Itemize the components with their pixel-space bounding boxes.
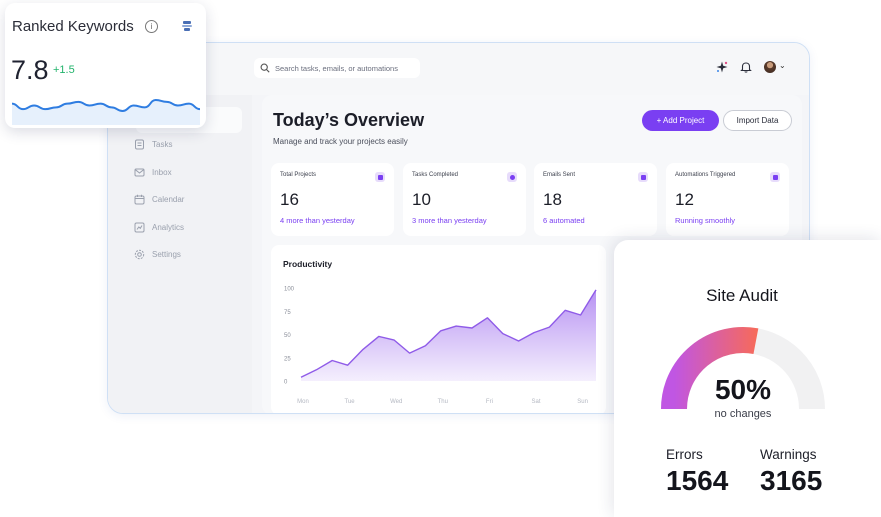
x-tick-label: Fri xyxy=(486,399,493,405)
bell-icon[interactable] xyxy=(739,60,753,74)
stat-label: Total Projects xyxy=(280,172,317,178)
y-tick-label: 100 xyxy=(284,287,295,293)
info-icon[interactable]: i xyxy=(145,20,158,33)
calendar-icon xyxy=(134,194,145,205)
stat-note: 4 more than yesterday xyxy=(280,216,355,225)
analytics-icon xyxy=(134,222,145,233)
top-bar: Search tasks, emails, or automations ⌄ xyxy=(108,43,809,95)
sparkline-area xyxy=(12,100,200,125)
y-tick-label: 0 xyxy=(284,380,288,386)
sidebar-item-calendar[interactable]: Calendar xyxy=(134,194,184,205)
x-tick-label: Sun xyxy=(577,399,588,405)
x-tick-label: Sat xyxy=(532,399,541,405)
stat-card-automations-triggered: Automations Triggered 12 Running smoothl… xyxy=(666,163,789,236)
automation-icon xyxy=(770,172,780,182)
stat-value: 10 xyxy=(412,190,431,209)
productivity-chart: 0 25 50 75 100 Mon Tue Wed Thu Fri Sat Sun xyxy=(284,287,597,405)
stat-value: 18 xyxy=(543,190,562,209)
stat-card-emails-sent: Emails Sent 18 6 automated xyxy=(534,163,657,236)
stat-label: Emails Sent xyxy=(543,172,576,178)
stat-note: 6 automated xyxy=(543,216,585,225)
search-input[interactable]: Search tasks, emails, or automations xyxy=(254,58,420,78)
page-title: Today’s Overview xyxy=(273,110,425,130)
warnings-value: 3165 xyxy=(760,465,823,496)
sidebar-item-analytics[interactable]: Analytics xyxy=(134,222,184,233)
ranked-keywords-sparkline xyxy=(12,98,200,125)
stat-label: Automations Triggered xyxy=(675,172,736,178)
stat-note: 3 more than yesterday xyxy=(412,216,487,225)
chart-title: Productivity xyxy=(283,259,333,269)
gauge-fill xyxy=(661,326,759,410)
tasks-icon xyxy=(135,139,144,150)
folder-icon xyxy=(375,172,385,182)
x-tick-label: Mon xyxy=(297,399,309,405)
errors-label: Errors xyxy=(666,447,703,462)
keyword-tool-icon[interactable] xyxy=(180,19,194,33)
import-data-button[interactable]: Import Data xyxy=(723,110,792,131)
ranked-keywords-title: Ranked Keywords xyxy=(12,18,134,35)
sidebar-item-settings[interactable]: Settings xyxy=(134,249,181,260)
x-tick-label: Thu xyxy=(438,399,448,405)
stat-value: 12 xyxy=(675,190,694,209)
search-icon xyxy=(260,63,270,73)
site-audit-card: Site Audit 50% no changes Errors 1564 Wa… xyxy=(614,240,881,517)
y-tick-label: 50 xyxy=(284,333,291,339)
stat-note: Running smoothly xyxy=(675,216,736,225)
warnings-label: Warnings xyxy=(760,447,817,462)
sidebar-item-label: Inbox xyxy=(152,168,172,177)
ranked-keywords-value: 7.8 xyxy=(11,55,49,85)
avatar[interactable] xyxy=(764,61,776,73)
errors-value: 1564 xyxy=(666,465,729,496)
productivity-line xyxy=(300,289,597,378)
page-subtitle: Manage and track your projects easily xyxy=(273,137,408,146)
sidebar-item-label: Analytics xyxy=(152,223,185,232)
ranked-keywords-card: Ranked Keywords i 7.8 +1.5 xyxy=(5,3,206,128)
productivity-chart-card: Productivity 0 25 50 75 100 Mon Tue Wed Thu Fri Sa… xyxy=(271,245,606,413)
site-audit-gauge xyxy=(661,326,825,410)
mail-icon xyxy=(638,172,648,182)
sidebar-item-label: Tasks xyxy=(152,140,173,149)
chevron-down-icon[interactable]: ⌄ xyxy=(779,61,786,70)
stat-label: Tasks Completed xyxy=(412,172,459,178)
productivity-area xyxy=(301,289,596,381)
sparkle-icon[interactable] xyxy=(715,60,729,74)
y-tick-label: 75 xyxy=(284,310,291,316)
check-circle-icon xyxy=(507,172,517,182)
site-audit-status: no changes xyxy=(714,408,772,420)
sidebar-item-label: Settings xyxy=(152,250,181,259)
settings-icon xyxy=(134,249,145,260)
sidebar: Tasks Inbox Calendar Analytics Settings xyxy=(108,95,252,413)
ranked-keywords-delta: +1.5 xyxy=(53,64,75,76)
sidebar-item-label: Calendar xyxy=(152,195,185,204)
inbox-icon xyxy=(134,168,145,177)
search-placeholder: Search tasks, emails, or automations xyxy=(275,63,398,73)
sparkline-line xyxy=(12,98,200,113)
x-tick-label: Wed xyxy=(390,399,402,405)
add-project-button[interactable]: + Add Project xyxy=(642,110,719,131)
site-audit-percent: 50% xyxy=(714,374,772,405)
stat-card-total-projects: Total Projects 16 4 more than yesterday xyxy=(271,163,394,236)
sidebar-item-inbox[interactable]: Inbox xyxy=(134,167,172,178)
sidebar-item-tasks[interactable]: Tasks xyxy=(134,139,172,150)
x-tick-label: Tue xyxy=(345,399,356,405)
site-audit-title: Site Audit xyxy=(706,286,778,305)
stat-value: 16 xyxy=(280,190,299,209)
stat-card-tasks-completed: Tasks Completed 10 3 more than yesterday xyxy=(403,163,526,236)
y-tick-label: 25 xyxy=(284,356,291,362)
